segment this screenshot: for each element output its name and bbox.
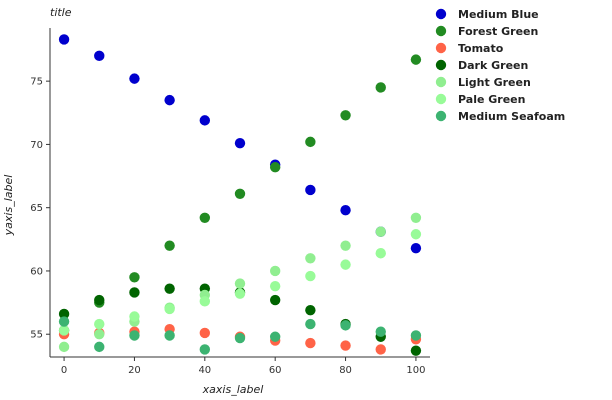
point-medium-seafoam xyxy=(305,318,316,330)
point-medium-blue xyxy=(199,115,211,126)
point-dark-green xyxy=(305,304,316,316)
point-pale-green xyxy=(164,303,175,315)
point-medium-blue xyxy=(94,50,105,62)
legend-marker-medium-seafoam xyxy=(435,110,447,122)
legend-label-medium-seafoam: Medium Seafoam xyxy=(458,110,565,123)
legend-label-forest-green: Forest Green xyxy=(458,25,538,38)
y-tick-label: 65 xyxy=(30,203,43,214)
point-tomato xyxy=(375,344,386,355)
point-dark-green xyxy=(410,345,422,356)
point-medium-seafoam xyxy=(269,331,281,342)
legend-marker-tomato xyxy=(435,42,447,54)
point-forest-green xyxy=(129,272,140,283)
point-pale-green xyxy=(269,280,281,292)
point-medium-blue xyxy=(410,242,422,254)
legend-marker-forest-green xyxy=(435,25,447,37)
point-pale-green xyxy=(199,296,211,307)
x-tick-label: 60 xyxy=(269,365,282,376)
point-tomato xyxy=(305,337,316,349)
x-tick-label: 80 xyxy=(339,365,352,376)
point-pale-green xyxy=(305,270,316,282)
point-medium-blue xyxy=(305,184,316,196)
point-medium-seafoam xyxy=(340,320,351,331)
point-light-green xyxy=(375,226,386,237)
chart-title: title xyxy=(50,6,72,19)
point-dark-green xyxy=(129,287,140,298)
legend-marker-medium-blue xyxy=(435,8,447,20)
point-forest-green xyxy=(410,54,422,65)
y-tick-label: 75 xyxy=(30,77,43,88)
data-points xyxy=(58,34,422,356)
point-medium-seafoam xyxy=(164,330,175,341)
y-tick-label: 70 xyxy=(30,140,43,151)
legend-marker-light-green xyxy=(435,76,447,88)
point-dark-green xyxy=(164,283,175,294)
point-light-green xyxy=(410,212,422,224)
point-light-green xyxy=(269,265,281,277)
legend: Medium Blue Forest Green Tomato Dark Green L… xyxy=(435,8,565,123)
legend-marker-dark-green xyxy=(435,59,447,71)
point-medium-blue xyxy=(340,205,351,216)
point-tomato xyxy=(340,340,351,351)
legend-label-medium-blue: Medium Blue xyxy=(458,8,539,21)
point-light-green xyxy=(340,240,351,251)
point-medium-seafoam xyxy=(199,344,211,355)
point-medium-seafoam xyxy=(58,316,70,327)
point-light-green xyxy=(305,253,316,264)
plot-frame xyxy=(49,28,430,358)
y-axis-ticks: 55 60 65 70 75 xyxy=(30,77,50,341)
x-tick-label: 100 xyxy=(406,365,425,376)
point-medium-blue xyxy=(164,94,175,106)
point-pale-green xyxy=(375,248,386,259)
point-tomato xyxy=(199,327,211,339)
point-forest-green xyxy=(375,82,386,93)
point-pale-green xyxy=(410,229,422,240)
legend-marker-pale-green xyxy=(435,93,447,105)
point-forest-green xyxy=(305,136,316,148)
x-axis-title: xaxis_label xyxy=(202,383,264,396)
point-medium-seafoam xyxy=(129,330,140,341)
y-tick-label: 60 xyxy=(30,266,43,277)
point-forest-green xyxy=(199,212,211,224)
point-medium-blue xyxy=(129,73,140,84)
point-light-green xyxy=(58,341,70,353)
point-light-green xyxy=(234,278,246,289)
point-pale-green xyxy=(129,311,140,322)
legend-label-tomato: Tomato xyxy=(458,42,504,55)
point-medium-seafoam xyxy=(410,330,422,341)
point-pale-green xyxy=(94,318,105,330)
x-axis-ticks: 0 20 40 60 80 100 xyxy=(61,357,425,376)
point-pale-green xyxy=(340,259,351,270)
point-dark-green xyxy=(58,308,70,320)
point-forest-green xyxy=(164,240,175,251)
point-forest-green xyxy=(340,110,351,121)
point-medium-seafoam xyxy=(375,326,386,337)
point-light-green xyxy=(94,329,105,340)
point-medium-blue xyxy=(234,137,246,149)
x-tick-label: 0 xyxy=(61,365,67,376)
point-dark-green xyxy=(269,294,281,306)
point-medium-seafoam xyxy=(234,332,246,344)
point-dark-green xyxy=(94,294,105,306)
point-pale-green xyxy=(58,325,70,336)
x-tick-label: 20 xyxy=(128,365,141,376)
x-tick-label: 40 xyxy=(198,365,211,376)
point-medium-seafoam xyxy=(94,341,105,353)
point-forest-green xyxy=(234,188,246,199)
legend-label-pale-green: Pale Green xyxy=(458,93,525,106)
y-tick-label: 55 xyxy=(30,330,43,341)
y-axis-title: yaxis_label xyxy=(2,175,15,237)
point-forest-green xyxy=(269,161,281,173)
legend-label-light-green: Light Green xyxy=(458,76,531,89)
legend-label-dark-green: Dark Green xyxy=(458,59,528,72)
point-medium-blue xyxy=(58,34,70,45)
point-pale-green xyxy=(234,288,246,299)
